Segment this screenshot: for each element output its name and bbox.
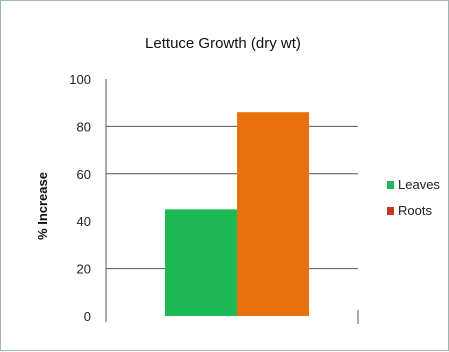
y-tick-label: 0 <box>84 309 91 324</box>
legend-label-roots: Roots <box>398 203 432 218</box>
legend: Leaves Roots <box>387 177 440 218</box>
y-tick-label: 60 <box>77 167 91 182</box>
y-axis-label: % Increase <box>35 172 50 240</box>
y-tick-label: 80 <box>77 119 91 134</box>
y-tick-label: 40 <box>77 214 91 229</box>
legend-swatch-roots <box>387 207 394 215</box>
bar-leaves <box>165 209 237 316</box>
y-tick-label: 20 <box>77 262 91 277</box>
y-tick-labels: 0 20 40 60 80 100 <box>69 72 91 324</box>
bars <box>165 112 309 317</box>
bar-roots <box>237 112 309 317</box>
legend-swatch-leaves <box>387 181 394 189</box>
y-tick-label: 100 <box>69 72 91 87</box>
legend-label-leaves: Leaves <box>398 177 440 192</box>
chart-title: Lettuce Growth (dry wt) <box>145 35 301 52</box>
